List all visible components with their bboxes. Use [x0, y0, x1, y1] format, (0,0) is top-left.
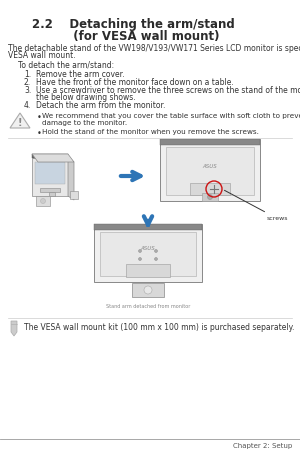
Text: Detach the arm from the monitor.: Detach the arm from the monitor.: [36, 101, 165, 110]
Bar: [49, 193, 55, 197]
Text: We recommend that you cover the table surface with soft cloth to prevent: We recommend that you cover the table su…: [42, 113, 300, 119]
Polygon shape: [68, 159, 74, 201]
Text: Use a screwdriver to remove the three screws on the stand of the monitor as: Use a screwdriver to remove the three sc…: [36, 86, 300, 95]
Text: Have the front of the monitor face down on a table.: Have the front of the monitor face down …: [36, 78, 234, 87]
Text: ASUS: ASUS: [141, 246, 155, 251]
Polygon shape: [32, 155, 74, 163]
Text: Stand arm detached from monitor: Stand arm detached from monitor: [106, 304, 190, 308]
FancyBboxPatch shape: [132, 283, 164, 297]
Text: •: •: [37, 113, 42, 122]
Text: The detachable stand of the VW198/V193/VW171 Series LCD monitor is specially des: The detachable stand of the VW198/V193/V…: [8, 44, 300, 53]
Text: the below drawing shows.: the below drawing shows.: [36, 93, 136, 102]
Text: (for VESA wall mount): (for VESA wall mount): [32, 30, 220, 43]
Text: ASUS: ASUS: [202, 163, 217, 168]
Text: To detach the arm/stand:: To detach the arm/stand:: [18, 60, 114, 69]
Polygon shape: [32, 155, 68, 159]
Text: 3.: 3.: [24, 86, 31, 95]
Circle shape: [40, 199, 46, 204]
Text: The VESA wall mount kit (100 mm x 100 mm) is purchased separately.: The VESA wall mount kit (100 mm x 100 mm…: [24, 322, 294, 331]
Text: 2.2    Detaching the arm/stand: 2.2 Detaching the arm/stand: [32, 18, 235, 31]
Bar: [126, 264, 170, 277]
FancyBboxPatch shape: [100, 232, 196, 276]
FancyBboxPatch shape: [94, 225, 202, 282]
Bar: [70, 192, 78, 199]
Polygon shape: [40, 189, 60, 193]
Circle shape: [139, 258, 142, 261]
Circle shape: [144, 286, 152, 295]
Bar: [94, 225, 202, 230]
Polygon shape: [35, 163, 65, 184]
Text: Chapter 2: Setup: Chapter 2: Setup: [233, 442, 292, 448]
Text: VESA wall mount.: VESA wall mount.: [8, 51, 76, 60]
Bar: [202, 193, 218, 202]
Bar: [190, 184, 230, 196]
Polygon shape: [10, 114, 30, 129]
Text: damage to the monitor.: damage to the monitor.: [42, 120, 127, 126]
Text: Hold the stand of the monitor when you remove the screws.: Hold the stand of the monitor when you r…: [42, 129, 259, 135]
Text: 2.: 2.: [24, 78, 31, 87]
Circle shape: [208, 195, 212, 200]
Text: screws: screws: [267, 216, 289, 221]
Polygon shape: [32, 159, 68, 197]
Text: 1.: 1.: [24, 70, 31, 79]
Text: •: •: [37, 129, 42, 138]
Text: 4.: 4.: [24, 101, 31, 110]
FancyBboxPatch shape: [160, 140, 260, 202]
Circle shape: [139, 250, 142, 253]
Text: Remove the arm cover.: Remove the arm cover.: [36, 70, 124, 79]
FancyBboxPatch shape: [166, 147, 254, 196]
Circle shape: [154, 250, 158, 253]
Bar: [160, 140, 260, 146]
Circle shape: [154, 258, 158, 261]
Text: !: !: [18, 118, 22, 128]
Bar: [36, 197, 50, 207]
Polygon shape: [11, 321, 17, 336]
